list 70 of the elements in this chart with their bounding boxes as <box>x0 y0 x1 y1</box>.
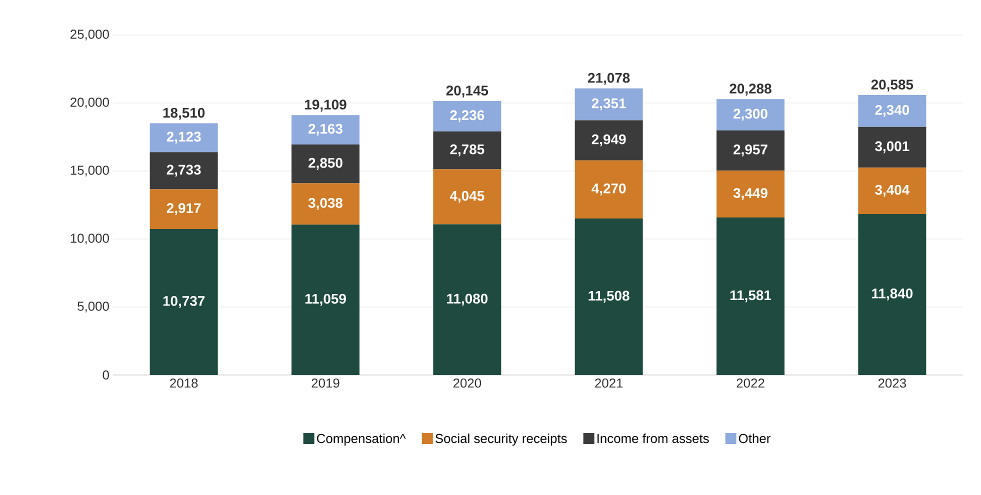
x-tick-label: 2018 <box>170 378 198 388</box>
x-tick-label: 2019 <box>312 378 340 388</box>
y-tick-label: 10,000 <box>70 234 109 244</box>
y-tick-label: 5,000 <box>78 302 109 312</box>
bar <box>433 101 502 132</box>
bar <box>150 189 218 229</box>
total-label: 20,288 <box>730 84 772 96</box>
data-label: 4,045 <box>450 190 484 203</box>
x-tick-label: 2022 <box>736 378 764 388</box>
bar <box>292 144 360 184</box>
legend-label: Income from assets <box>598 434 709 444</box>
data-label: 11,840 <box>872 288 913 300</box>
x-tick-label: 2021 <box>595 378 623 388</box>
bar <box>433 224 502 375</box>
bar <box>716 217 785 375</box>
data-label: 3,001 <box>875 141 910 154</box>
data-label: 2,733 <box>166 164 201 177</box>
data-label: 3,404 <box>875 184 910 197</box>
data-label: 2,949 <box>592 134 626 146</box>
bar <box>433 131 502 170</box>
legend-label: Other <box>738 434 770 444</box>
x-tick-label: 2023 <box>878 378 906 388</box>
bar <box>150 152 218 190</box>
bar <box>858 95 926 127</box>
y-tick-label: 25,000 <box>70 30 109 40</box>
data-label: 11,080 <box>447 294 488 306</box>
legend-label: Social security receipts <box>435 434 567 446</box>
y-tick-label: 20,000 <box>70 98 109 108</box>
data-label: 4,270 <box>592 183 626 196</box>
data-label: 2,917 <box>166 203 201 216</box>
bar <box>150 123 218 152</box>
data-label: 3,038 <box>308 198 343 210</box>
data-label: 2,300 <box>734 108 768 121</box>
bar <box>574 160 643 218</box>
data-label: 2,351 <box>592 98 626 110</box>
data-label: 2,163 <box>308 124 342 136</box>
bar <box>433 169 502 224</box>
total-label: 20,145 <box>446 86 488 98</box>
total-label: 20,585 <box>871 80 914 92</box>
bar <box>150 228 218 375</box>
data-label: 2,850 <box>308 158 342 170</box>
data-label: 3,449 <box>733 188 768 200</box>
bar <box>716 130 785 171</box>
x-tick-label: 2020 <box>453 378 482 388</box>
data-label: 2,785 <box>450 144 484 156</box>
bar <box>574 88 643 120</box>
bar <box>292 224 360 375</box>
data-label: 2,123 <box>166 132 201 144</box>
data-label: 11,581 <box>730 290 772 302</box>
data-label: 2,340 <box>875 104 910 117</box>
legend-label: Compensation^ <box>316 434 406 446</box>
y-tick-label: 0 <box>102 370 109 380</box>
bar <box>574 120 643 160</box>
bar <box>716 99 785 130</box>
data-label: 10,737 <box>163 296 205 308</box>
total-label: 21,078 <box>588 72 630 85</box>
total-label: 19,109 <box>305 100 346 112</box>
data-label: 11,508 <box>588 290 630 303</box>
bar <box>292 115 360 145</box>
total-label: 18,510 <box>163 108 205 120</box>
data-label: 11,059 <box>305 294 346 306</box>
bar <box>574 218 643 375</box>
data-label: 2,236 <box>450 110 484 122</box>
bar <box>716 170 785 218</box>
data-label: 2,957 <box>734 144 768 156</box>
bar <box>858 168 926 214</box>
y-tick-label: 15,000 <box>70 166 109 176</box>
bar <box>292 183 360 225</box>
bar <box>858 214 926 375</box>
bar <box>858 126 926 168</box>
